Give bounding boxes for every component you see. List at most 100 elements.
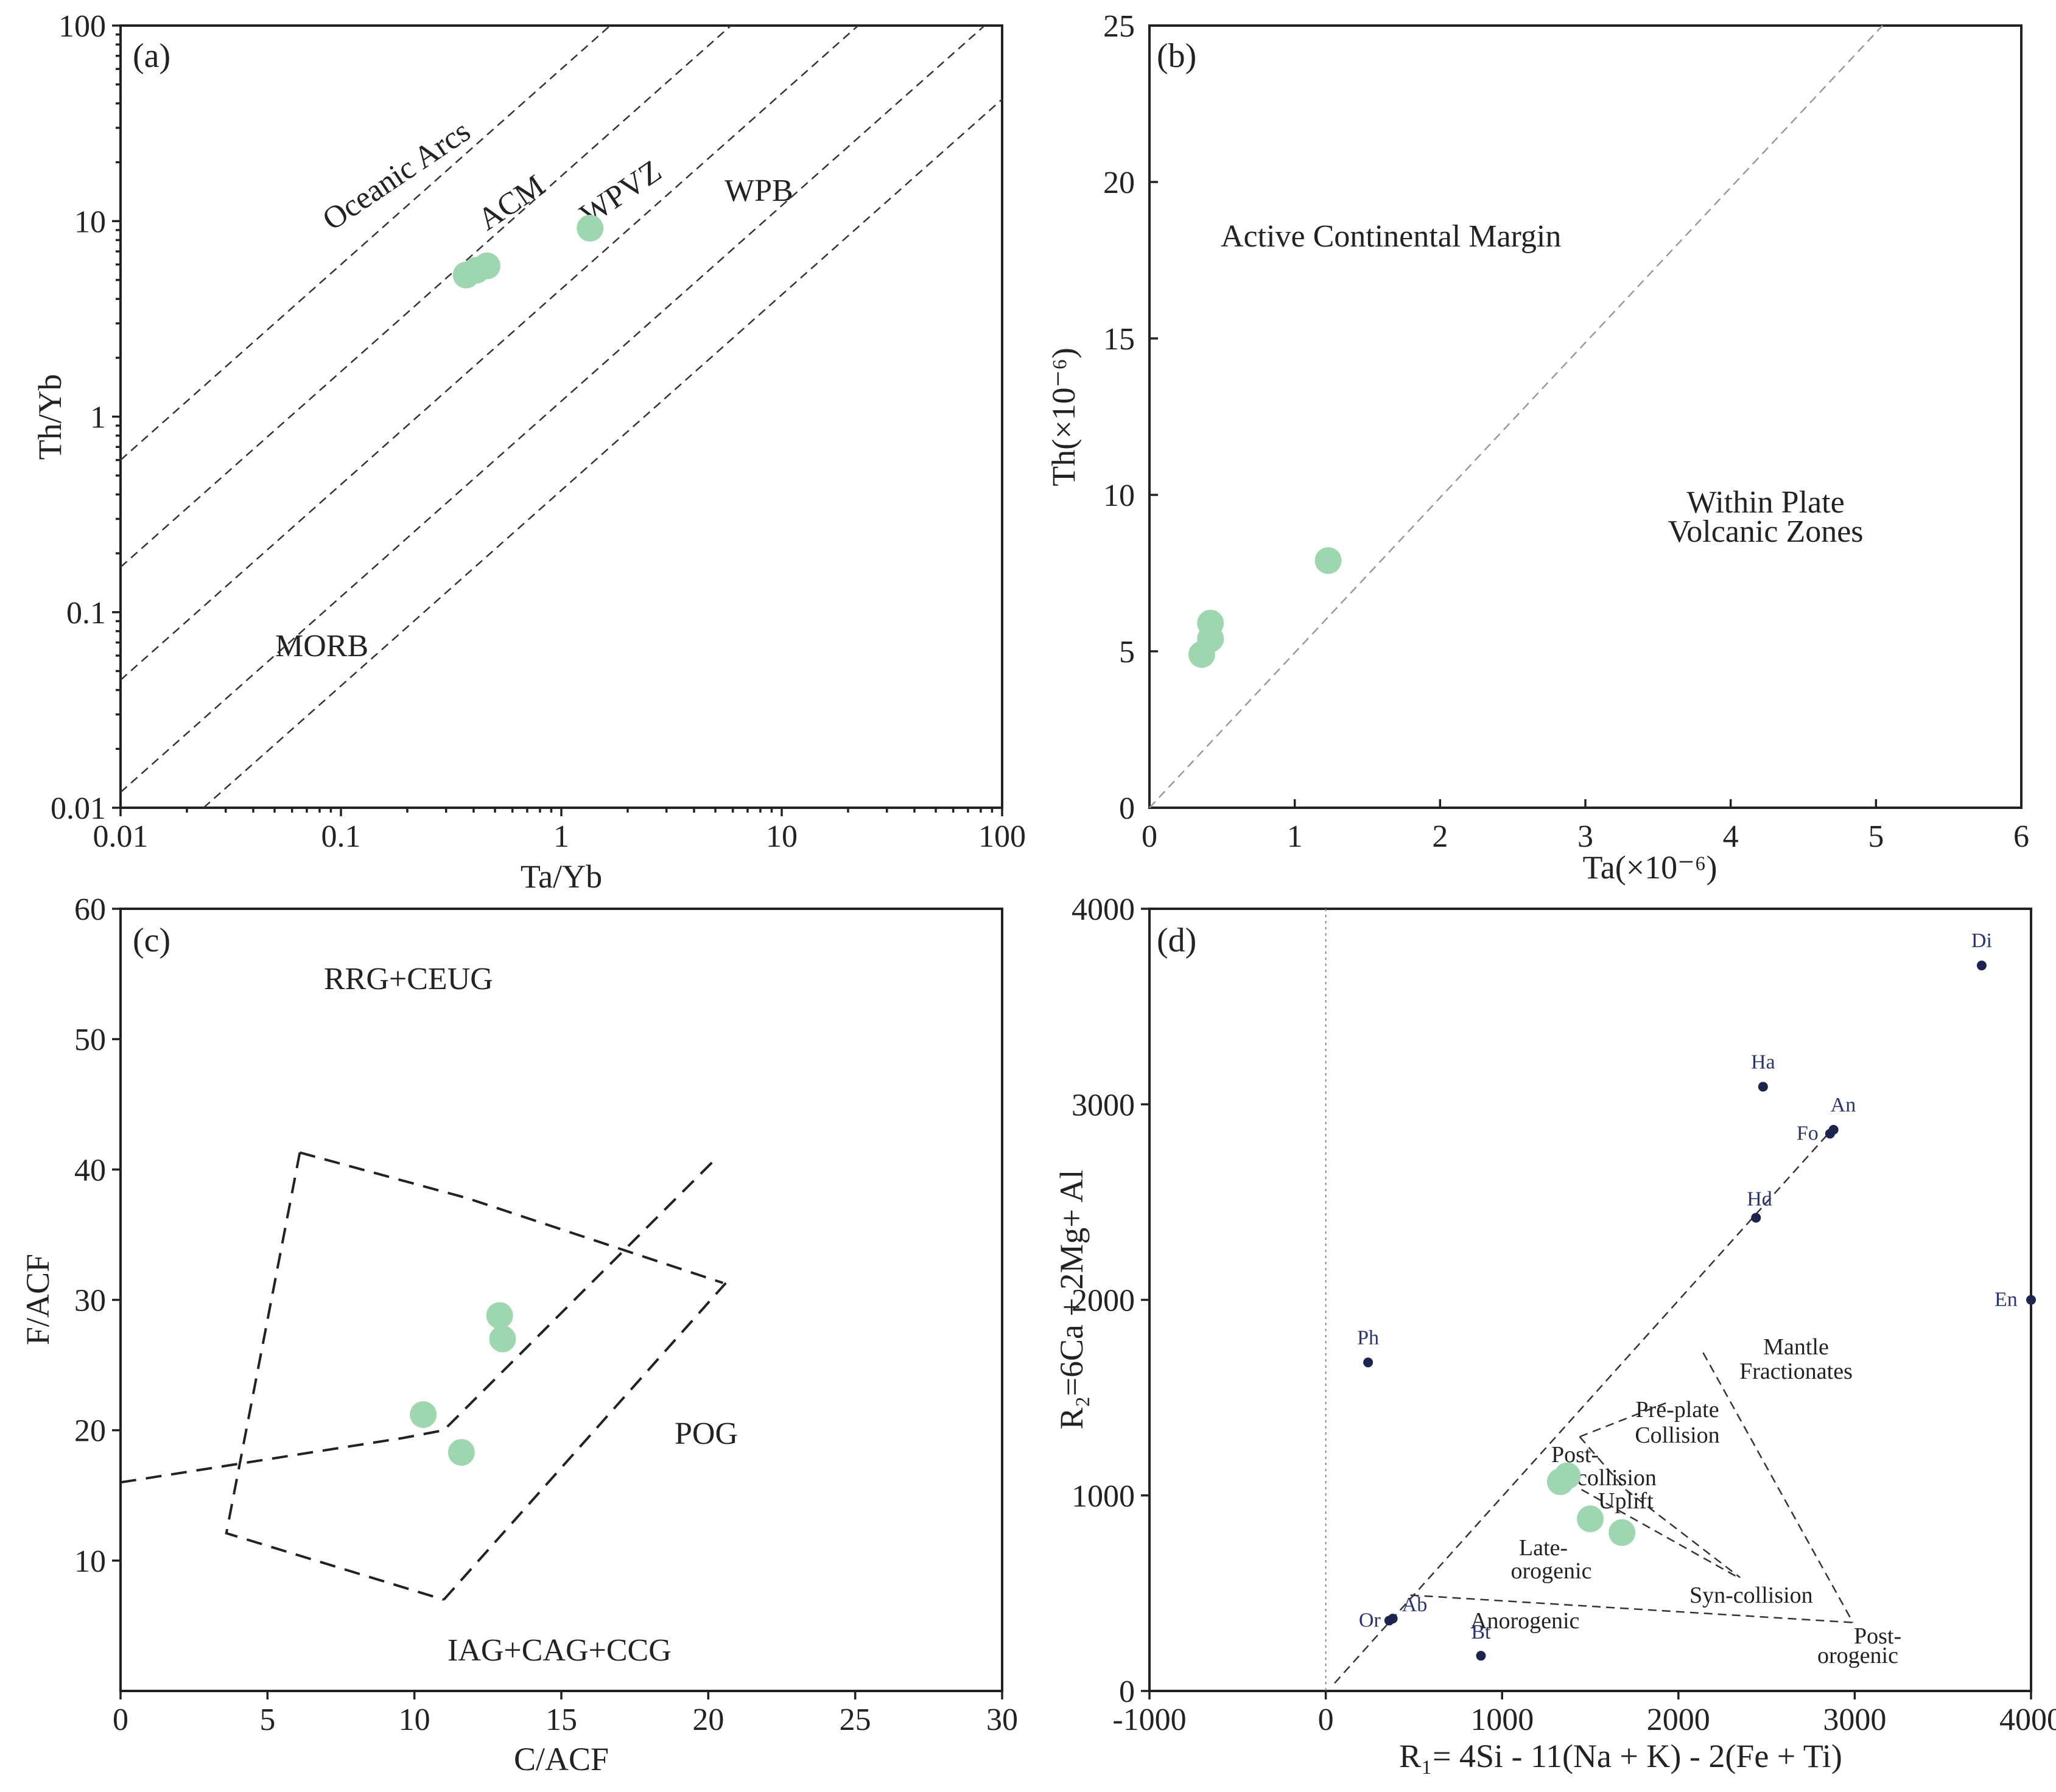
x-tick-label: 1000 (1470, 1703, 1534, 1737)
boundary-line-middle (120, 1159, 715, 1484)
y-tick-label: 3000 (1072, 1088, 1135, 1122)
y-tick-label: 50 (74, 1023, 106, 1057)
y-tick-label: 0 (1119, 1675, 1135, 1709)
panel-c-f-vs-c-acf: 0 5 10 15 20 25 30 10 20 30 40 50 60 (c) C/ACF F/ACF… (19, 892, 1018, 1777)
mineral-label: Hd (1747, 1188, 1772, 1211)
y-tick-label: 1000 (1072, 1479, 1135, 1514)
sample-point (1554, 1462, 1581, 1489)
sample-point (473, 252, 500, 279)
region-within-plate: Within Plate (1686, 485, 1844, 520)
panel-b-ticks: 0 1 2 3 4 5 6 0 5 10 15 20 25 (1103, 9, 2029, 854)
mineral-point (1476, 1651, 1486, 1661)
panel-d-points (1546, 1462, 1636, 1546)
mineral-point (1751, 1213, 1761, 1223)
sample-point (1609, 1519, 1636, 1546)
panel-a-th-yb-vs-ta-yb: 0.01 0.1 1 10 100 0.01 0.1 1 10 100 (a) Ta/Yb Th/… (32, 9, 1026, 895)
panel-b-frame (1148, 24, 2023, 809)
panel-a-points (452, 214, 604, 289)
x-tick-label: 6 (2013, 819, 2029, 854)
mineral-label: Bt (1471, 1621, 1491, 1643)
y-tick-label: 20 (74, 1414, 106, 1449)
sample-point (486, 1302, 513, 1329)
y-tick-label: 30 (74, 1284, 106, 1318)
x-tick-label: 5 (1868, 819, 1884, 854)
sample-point (577, 214, 604, 242)
x-tick-label: 0 (1142, 819, 1157, 854)
panel-b-boundary-line (1149, 25, 1883, 808)
panel-b-points (1188, 547, 1342, 668)
region-active-continental-margin: Active Continental Margin (1221, 219, 1561, 254)
x-tick-label: 3 (1577, 819, 1593, 854)
panel-d-label: (d) (1157, 922, 1196, 959)
region-post-orogenic-1: Post- (1854, 1623, 1901, 1649)
x-tick-label: 25 (840, 1703, 871, 1737)
region-morb: MORB (275, 629, 368, 663)
mineral-label: Di (1971, 929, 1992, 952)
panel-a-label: (a) (133, 37, 170, 75)
y-tick-label: 2000 (1072, 1284, 1135, 1318)
sample-point (1197, 609, 1224, 637)
x-tick-label: 15 (546, 1703, 577, 1737)
panel-c-boundary-lines (120, 1151, 727, 1601)
y-tick-label: 40 (74, 1153, 106, 1188)
boundary-line-post (1579, 1436, 1626, 1490)
region-late: Late- (1519, 1535, 1568, 1561)
y-tick-label: 10 (1103, 478, 1135, 513)
x-tick-label: 1 (553, 819, 569, 854)
x-tick-label: 4 (1723, 819, 1739, 854)
boundary-line (120, 25, 986, 793)
mineral-point (1976, 961, 1987, 971)
x-tick-label: 5 (259, 1703, 275, 1737)
region-orogenic: orogenic (1511, 1558, 1592, 1584)
region-pog: POG (675, 1416, 738, 1451)
panel-a-ticks: 0.01 0.1 1 10 100 0.01 0.1 1 10 100 (51, 9, 1026, 854)
panel-b-label: (b) (1157, 37, 1196, 75)
y-tick-label: 5 (1119, 635, 1135, 670)
mineral-label: Fo (1797, 1122, 1819, 1144)
sample-point (1577, 1505, 1604, 1533)
region-fractionates: Fractionates (1739, 1359, 1853, 1384)
region-iag-cag-ccg: IAG+CAG+CCG (447, 1633, 672, 1668)
y-tick-label: 0.1 (66, 596, 106, 631)
panel-d-x-axis-label: R₁= 4Si - 11(Na + K) - 2(Fe + Ti) (1399, 1738, 1842, 1774)
panel-c-frame (119, 908, 1003, 1692)
panel-c-ticks: 0 5 10 15 20 25 30 10 20 30 40 50 60 (74, 892, 1018, 1737)
x-tick-label: -1000 (1112, 1703, 1186, 1737)
x-tick-label: 10 (766, 819, 798, 854)
x-tick-label: 0 (113, 1703, 128, 1737)
mineral-point (1758, 1082, 1768, 1092)
y-tick-label: 4000 (1072, 892, 1135, 927)
y-tick-label: 20 (1103, 166, 1135, 200)
region-rrg-ceug: RRG+CEUG (324, 962, 493, 996)
x-tick-label: 4000 (1999, 1703, 2056, 1737)
sample-point (447, 1439, 475, 1466)
x-tick-label: 1 (1287, 819, 1303, 854)
boundary-line-left (225, 1152, 444, 1601)
mineral-point (2026, 1295, 2036, 1305)
boundary-line-main (1334, 1127, 1834, 1684)
x-tick-label: 2000 (1647, 1703, 1710, 1737)
panel-a-x-axis-label: Ta/Yb (521, 858, 602, 895)
sample-point (1314, 547, 1342, 574)
boundary-line-late (1581, 1489, 1739, 1578)
panel-b-x-axis-label: Ta(×10⁻⁶) (1583, 849, 1717, 886)
region-collision-2: collision (1577, 1465, 1657, 1491)
mineral-point (1363, 1357, 1374, 1368)
x-tick-label: 0.1 (321, 819, 361, 854)
y-tick-label: 0 (1119, 791, 1135, 826)
region-mantle: Mantle (1763, 1334, 1829, 1360)
x-tick-label: 0.01 (93, 819, 149, 854)
boundary-line (120, 25, 732, 568)
x-tick-label: 20 (692, 1703, 724, 1737)
boundary-line-right (443, 1282, 727, 1601)
panel-d-y-axis-label: R₂=6Ca + 2Mg+ Al (1053, 1170, 1090, 1430)
region-volcanic-zones: Volcanic Zones (1668, 514, 1863, 549)
region-uplift: Uplift (1598, 1488, 1654, 1514)
panel-c-label: (c) (133, 922, 170, 959)
y-tick-label: 60 (74, 892, 106, 927)
x-tick-label: 3000 (1823, 1703, 1886, 1737)
mineral-label: Ab (1402, 1594, 1428, 1616)
sample-point (410, 1401, 437, 1428)
